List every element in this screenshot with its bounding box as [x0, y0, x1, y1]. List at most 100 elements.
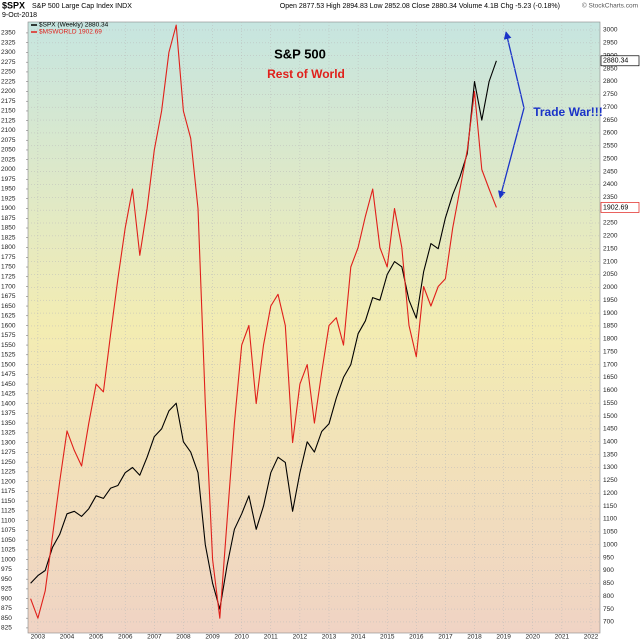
x-tick-label: 2012: [293, 634, 308, 640]
y2-tick-label: 2350: [603, 194, 618, 201]
x-tick-label: 2010: [234, 634, 249, 640]
y-tick-label: 850: [1, 615, 12, 622]
y-tick-label: 1250: [1, 459, 16, 466]
y2-tick-label: 1250: [603, 477, 618, 484]
y-tick-label: 1475: [1, 371, 16, 378]
title: S&P 500 Large Cap Index INDX: [32, 3, 132, 10]
y2-tick-label: 700: [603, 619, 614, 626]
y2-tick-label: 2100: [603, 258, 618, 265]
y-tick-label: 1550: [1, 342, 16, 349]
series-line: [30, 24, 497, 619]
y2-tick-label: 2800: [603, 78, 618, 85]
x-tick-label: 2007: [147, 634, 162, 640]
end-label: 1902.69: [603, 204, 628, 211]
x-tick-label: 2016: [409, 634, 424, 640]
x-tick-label: 2015: [380, 634, 395, 640]
y-tick-label: 1275: [1, 449, 16, 456]
y2-tick-label: 2450: [603, 168, 618, 175]
y2-tick-label: 2050: [603, 271, 618, 278]
y-tick-label: 875: [1, 605, 12, 612]
x-tick-label: 2018: [467, 634, 482, 640]
y-tick-label: 1925: [1, 195, 16, 202]
y-tick-label: 950: [1, 576, 12, 583]
y-tick-label: 1650: [1, 303, 16, 310]
x-tick-label: 2019: [496, 634, 511, 640]
y-tick-label: 2050: [1, 147, 16, 154]
x-tick-label: 2014: [351, 634, 366, 640]
y2-tick-label: 1150: [603, 503, 617, 510]
quote: Open 2877.53 High 2894.83 Low 2852.08 Cl…: [280, 3, 560, 10]
y-tick-label: 1425: [1, 391, 16, 398]
y-tick-label: 2200: [1, 88, 16, 95]
end-label: 2880.34: [603, 58, 628, 65]
y-tick-label: 1825: [1, 234, 16, 241]
y-tick-label: 1175: [1, 488, 15, 495]
y2-tick-label: 1450: [603, 426, 618, 433]
y2-tick-label: 1850: [603, 323, 618, 330]
y2-tick-label: 850: [603, 580, 614, 587]
y2-tick-label: 900: [603, 567, 614, 574]
y2-tick-label: 950: [603, 554, 614, 561]
y2-tick-label: 1300: [603, 464, 618, 471]
x-tick-label: 2003: [31, 634, 46, 640]
y2-tick-label: 2500: [603, 155, 618, 162]
y-tick-label: 1300: [1, 439, 16, 446]
y-tick-label: 2125: [1, 117, 16, 124]
y-tick-label: 2225: [1, 78, 16, 85]
y2-tick-label: 1200: [603, 490, 618, 497]
y2-tick-label: 2700: [603, 104, 618, 111]
y2-tick-label: 2650: [603, 117, 618, 124]
y2-tick-label: 3000: [603, 27, 618, 34]
y-tick-label: 925: [1, 586, 12, 593]
x-tick-label: 2021: [555, 634, 570, 640]
y2-tick-label: 2950: [603, 40, 618, 47]
y2-tick-label: 2400: [603, 181, 618, 188]
y-tick-label: 900: [1, 595, 12, 602]
legend-entry: $MSWORLD 1902.69: [39, 29, 102, 36]
y-tick-label: 1400: [1, 400, 16, 407]
y2-tick-label: 2750: [603, 91, 618, 98]
y-tick-label: 1000: [1, 556, 16, 563]
y2-tick-label: 2200: [603, 233, 618, 240]
x-tick-label: 2020: [526, 634, 541, 640]
y-tick-label: 2325: [1, 39, 16, 46]
series-line: [30, 60, 497, 610]
y-tick-label: 2250: [1, 69, 16, 76]
y2-tick-label: 1800: [603, 336, 618, 343]
annotation: Trade War!!!: [533, 105, 603, 119]
annotation: S&P 500: [274, 46, 326, 61]
x-tick-label: 2011: [264, 634, 278, 640]
y-tick-label: 975: [1, 566, 12, 573]
y-tick-label: 1725: [1, 273, 16, 280]
y-tick-label: 1100: [1, 517, 15, 524]
y-tick-label: 1325: [1, 430, 16, 437]
x-tick-label: 2008: [176, 634, 191, 640]
y-tick-label: 1700: [1, 283, 16, 290]
y-tick-label: 2175: [1, 98, 16, 105]
y2-tick-label: 1750: [603, 348, 618, 355]
symbol: $SPX: [2, 0, 25, 10]
y2-tick-label: 2850: [603, 65, 618, 72]
y-tick-label: 1375: [1, 410, 16, 417]
y-tick-label: 1975: [1, 176, 16, 183]
y-tick-label: 825: [1, 625, 12, 632]
y-tick-label: 2300: [1, 49, 16, 56]
y-tick-label: 1675: [1, 293, 16, 300]
y2-tick-label: 2150: [603, 245, 618, 252]
y-tick-label: 2350: [1, 30, 16, 37]
y2-tick-label: 1000: [603, 541, 618, 548]
y-tick-label: 2025: [1, 156, 16, 163]
y-tick-label: 1125: [1, 508, 15, 515]
y-tick-label: 2075: [1, 137, 16, 144]
y2-tick-label: 1600: [603, 387, 618, 394]
y2-tick-label: 2000: [603, 284, 618, 291]
y2-tick-label: 750: [603, 606, 614, 613]
y-tick-label: 1450: [1, 381, 16, 388]
y-tick-label: 1575: [1, 332, 16, 339]
y-tick-label: 1150: [1, 498, 15, 505]
date: 9-Oct-2018: [2, 12, 37, 19]
x-tick-label: 2006: [118, 634, 133, 640]
y-tick-label: 1850: [1, 225, 16, 232]
legend-entry: $SPX (Weekly) 2880.34: [39, 22, 109, 29]
